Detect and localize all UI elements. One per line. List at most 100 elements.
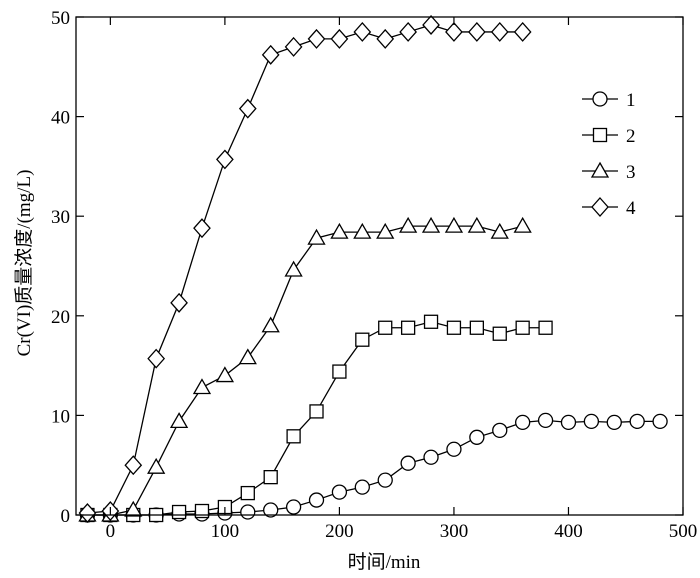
data-point <box>285 499 302 515</box>
legend-item: 1 <box>582 90 636 111</box>
data-point <box>446 441 462 457</box>
data-point <box>492 326 507 341</box>
data-point <box>490 222 509 239</box>
data-point <box>284 260 303 277</box>
data-point <box>194 503 210 519</box>
data-point <box>331 484 348 500</box>
data-point <box>286 429 301 444</box>
data-point <box>560 414 577 431</box>
data-point <box>307 228 326 245</box>
data-point <box>376 222 395 239</box>
y-axis-ticks: 0 10 20 30 40 50 <box>51 8 683 527</box>
x-tick-label: 100 <box>211 521 240 542</box>
data-point <box>515 320 530 335</box>
data-point <box>490 21 509 42</box>
data-point <box>423 314 439 329</box>
data-point <box>147 348 166 369</box>
legend-label: 3 <box>626 162 636 183</box>
x-tick-label: 400 <box>554 521 583 542</box>
data-point <box>422 14 440 35</box>
series-4 <box>78 14 532 523</box>
series-layer <box>78 14 668 523</box>
data-point <box>330 222 349 239</box>
data-point <box>377 472 393 488</box>
data-point <box>78 503 97 523</box>
legend-label: 4 <box>626 198 636 219</box>
data-point <box>263 502 279 518</box>
data-point <box>492 422 508 438</box>
y-axis-title: Cr(VI)质量浓度/(mg/L) <box>13 170 35 357</box>
data-point <box>215 366 235 383</box>
legend: 1 2 3 4 <box>582 90 636 219</box>
data-point <box>355 332 370 347</box>
data-point <box>240 504 256 520</box>
data-point <box>124 455 143 476</box>
data-point <box>354 479 370 495</box>
data-point <box>169 412 189 429</box>
data-point <box>538 320 553 335</box>
legend-label: 2 <box>626 126 636 147</box>
legend-item: 2 <box>582 126 636 147</box>
y-tick-label: 40 <box>51 108 70 129</box>
data-point <box>171 504 187 520</box>
data-point <box>307 28 326 49</box>
data-point <box>332 364 347 379</box>
x-tick-label: 500 <box>669 521 698 542</box>
data-point <box>469 429 485 445</box>
data-point <box>238 98 257 119</box>
data-point <box>445 21 463 42</box>
data-point <box>513 21 532 42</box>
data-point <box>400 320 416 335</box>
data-point <box>537 412 554 429</box>
data-point <box>147 457 166 474</box>
legend-marker <box>591 197 609 217</box>
y-tick-label: 30 <box>51 207 70 228</box>
data-point <box>444 216 464 233</box>
plot-frame <box>75 16 684 516</box>
data-point <box>192 378 212 395</box>
data-point <box>378 320 393 335</box>
data-point <box>308 492 325 508</box>
y-tick-label: 50 <box>51 8 70 29</box>
data-point <box>353 222 372 239</box>
data-point <box>330 28 349 49</box>
data-point <box>467 21 486 42</box>
data-point <box>263 470 278 485</box>
y-tick-label: 10 <box>51 406 70 427</box>
x-axis-title: 时间/min <box>348 551 421 573</box>
data-point <box>193 218 211 239</box>
data-point <box>399 21 418 42</box>
data-point <box>606 414 622 431</box>
legend-marker <box>592 127 608 143</box>
data-point <box>583 413 600 430</box>
y-tick-label: 20 <box>51 307 70 328</box>
legend-marker <box>590 161 610 178</box>
x-tick-label: 300 <box>440 521 469 542</box>
data-point <box>240 485 255 501</box>
data-point <box>423 449 439 465</box>
data-point <box>238 348 257 365</box>
data-point <box>629 413 645 430</box>
data-point <box>446 320 462 335</box>
data-point <box>284 36 303 57</box>
data-point <box>467 216 486 233</box>
data-point <box>309 404 324 419</box>
legend-marker <box>592 91 608 107</box>
data-point <box>421 216 441 233</box>
data-point <box>469 320 484 335</box>
legend-label: 1 <box>626 90 636 111</box>
data-point <box>513 216 532 233</box>
x-tick-label: 0 <box>106 521 116 542</box>
data-point <box>261 316 280 333</box>
data-point <box>170 292 188 313</box>
legend-item: 3 <box>582 161 636 183</box>
x-tick-label: 200 <box>325 521 354 542</box>
data-point <box>124 500 143 517</box>
data-point <box>216 149 234 170</box>
series-3 <box>78 216 532 522</box>
data-point <box>652 413 668 430</box>
y-tick-label: 0 <box>61 506 71 527</box>
data-point <box>399 216 418 233</box>
